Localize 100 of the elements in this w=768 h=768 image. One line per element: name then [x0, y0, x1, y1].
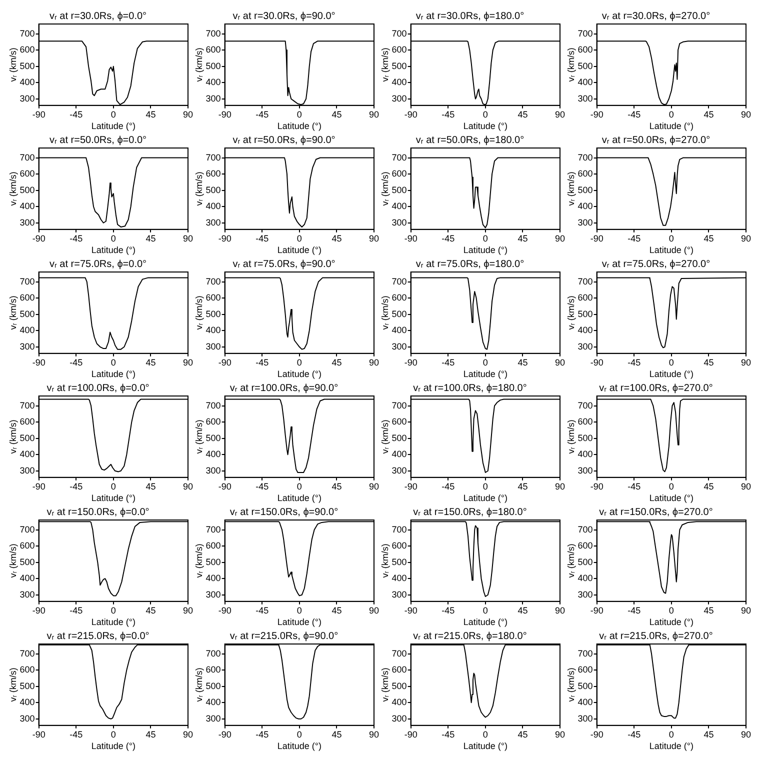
y-tick-label: 700	[206, 28, 221, 38]
x-tick-label: 90	[368, 729, 379, 740]
y-tick-label: 400	[20, 77, 35, 88]
y-tick-label: 500	[392, 556, 407, 567]
y-tick-label: 400	[20, 449, 35, 460]
chart-title: vᵣ at r=30.0Rs, ϕ=90.0°	[232, 10, 336, 22]
y-tick-label: 500	[392, 432, 407, 443]
y-axis-title: vᵣ (km/s)	[194, 668, 204, 702]
y-tick-label: 300	[20, 589, 35, 600]
x-tick-label: 45	[704, 729, 714, 740]
y-tick-label: 700	[392, 524, 407, 534]
y-tick-label: 300	[206, 341, 221, 352]
y-tick-label: 300	[206, 217, 221, 228]
x-tick-label: 45	[332, 481, 342, 492]
x-tick-label: -45	[70, 109, 83, 120]
y-tick-label: 500	[392, 184, 407, 195]
x-tick-label: -45	[442, 109, 455, 120]
x-tick-label: -90	[404, 357, 418, 368]
y-tick-label: 500	[578, 432, 593, 443]
x-tick-label: 90	[740, 357, 751, 368]
x-tick-label: -90	[218, 729, 232, 740]
y-tick-label: 500	[578, 308, 593, 319]
y-tick-label: 600	[392, 168, 407, 179]
x-tick-label: 90	[368, 357, 379, 368]
x-tick-label: 45	[332, 357, 342, 368]
y-axis-title: vᵣ (km/s)	[194, 544, 204, 578]
chart-title: vᵣ at r=50.0Rs, ϕ=90.0°	[232, 134, 336, 146]
y-tick-label: 300	[20, 217, 35, 228]
y-tick-label: 400	[206, 325, 221, 336]
y-axis-title: vᵣ (km/s)	[8, 668, 18, 702]
x-tick-label: 90	[182, 357, 193, 368]
y-tick-label: 300	[578, 465, 593, 476]
x-tick-label: -45	[628, 109, 641, 120]
chart-title: vᵣ at r=100.0Rs, ϕ=0.0°	[46, 382, 150, 394]
y-tick-label: 600	[578, 168, 593, 179]
x-tick-label: 0	[296, 109, 302, 120]
x-tick-label: -90	[218, 109, 232, 120]
y-tick-label: 300	[20, 93, 35, 104]
y-tick-label: 700	[206, 524, 221, 534]
x-tick-label: 45	[518, 729, 528, 740]
y-tick-label: 300	[578, 93, 593, 104]
y-tick-label: 300	[206, 713, 221, 724]
x-tick-label: -45	[256, 233, 269, 244]
x-tick-label: 45	[332, 729, 342, 740]
y-tick-label: 700	[20, 400, 35, 410]
x-tick-label: 45	[146, 605, 156, 616]
x-tick-label: -90	[590, 729, 604, 740]
x-tick-label: -90	[404, 729, 418, 740]
x-tick-label: -90	[32, 357, 46, 368]
x-tick-label: 90	[368, 109, 379, 120]
y-tick-label: 700	[578, 524, 593, 534]
x-tick-label: -45	[628, 233, 641, 244]
y-tick-label: 500	[20, 184, 35, 195]
x-tick-label: -90	[590, 605, 604, 616]
y-axis-title: vᵣ (km/s)	[380, 296, 390, 330]
chart-title: vᵣ at r=75.0Rs, ϕ=270.0°	[602, 258, 710, 270]
y-tick-label: 300	[20, 341, 35, 352]
y-axis-title: vᵣ (km/s)	[194, 48, 204, 82]
x-tick-label: -45	[256, 357, 269, 368]
x-axis-title: Latitude (°)	[649, 245, 694, 256]
y-tick-label: 400	[578, 201, 593, 212]
x-tick-label: 45	[704, 481, 714, 492]
x-axis-title: Latitude (°)	[277, 369, 322, 380]
x-tick-label: 90	[554, 233, 565, 244]
x-tick-label: 0	[668, 233, 674, 244]
y-axis-title: vᵣ (km/s)	[566, 420, 576, 454]
x-tick-label: -45	[70, 233, 83, 244]
x-tick-label: -90	[218, 233, 232, 244]
x-tick-label: -90	[404, 481, 418, 492]
y-tick-label: 700	[206, 648, 221, 658]
y-tick-label: 500	[392, 680, 407, 691]
y-tick-label: 400	[20, 201, 35, 212]
x-tick-label: -45	[442, 729, 455, 740]
y-axis-title: vᵣ (km/s)	[566, 544, 576, 578]
x-tick-label: -45	[70, 357, 83, 368]
y-tick-label: 500	[206, 60, 221, 71]
chart-title: vᵣ at r=30.0Rs, ϕ=270.0°	[602, 10, 710, 22]
chart-title: vᵣ at r=150.0Rs, ϕ=270.0°	[599, 506, 713, 518]
y-tick-label: 400	[578, 449, 593, 460]
y-tick-label: 300	[578, 341, 593, 352]
x-axis-title: Latitude (°)	[463, 617, 508, 628]
x-tick-label: 0	[668, 357, 674, 368]
y-tick-label: 400	[578, 77, 593, 88]
y-tick-label: 300	[206, 465, 221, 476]
x-tick-label: 45	[332, 109, 342, 120]
chart-title: vᵣ at r=215.0Rs, ϕ=0.0°	[46, 630, 150, 642]
y-tick-label: 700	[392, 400, 407, 410]
x-tick-label: -45	[256, 605, 269, 616]
chart-title: vᵣ at r=100.0Rs, ϕ=180.0°	[413, 382, 527, 394]
x-tick-label: -90	[32, 729, 46, 740]
x-tick-label: -45	[442, 357, 455, 368]
y-axis-title: vᵣ (km/s)	[8, 48, 18, 82]
x-axis-title: Latitude (°)	[649, 121, 694, 132]
y-tick-label: 400	[20, 325, 35, 336]
x-tick-label: -45	[70, 481, 83, 492]
x-axis-title: Latitude (°)	[91, 493, 136, 504]
y-tick-label: 700	[578, 648, 593, 658]
x-tick-label: 0	[110, 109, 116, 120]
x-tick-label: -45	[442, 233, 455, 244]
x-axis-title: Latitude (°)	[463, 121, 508, 132]
